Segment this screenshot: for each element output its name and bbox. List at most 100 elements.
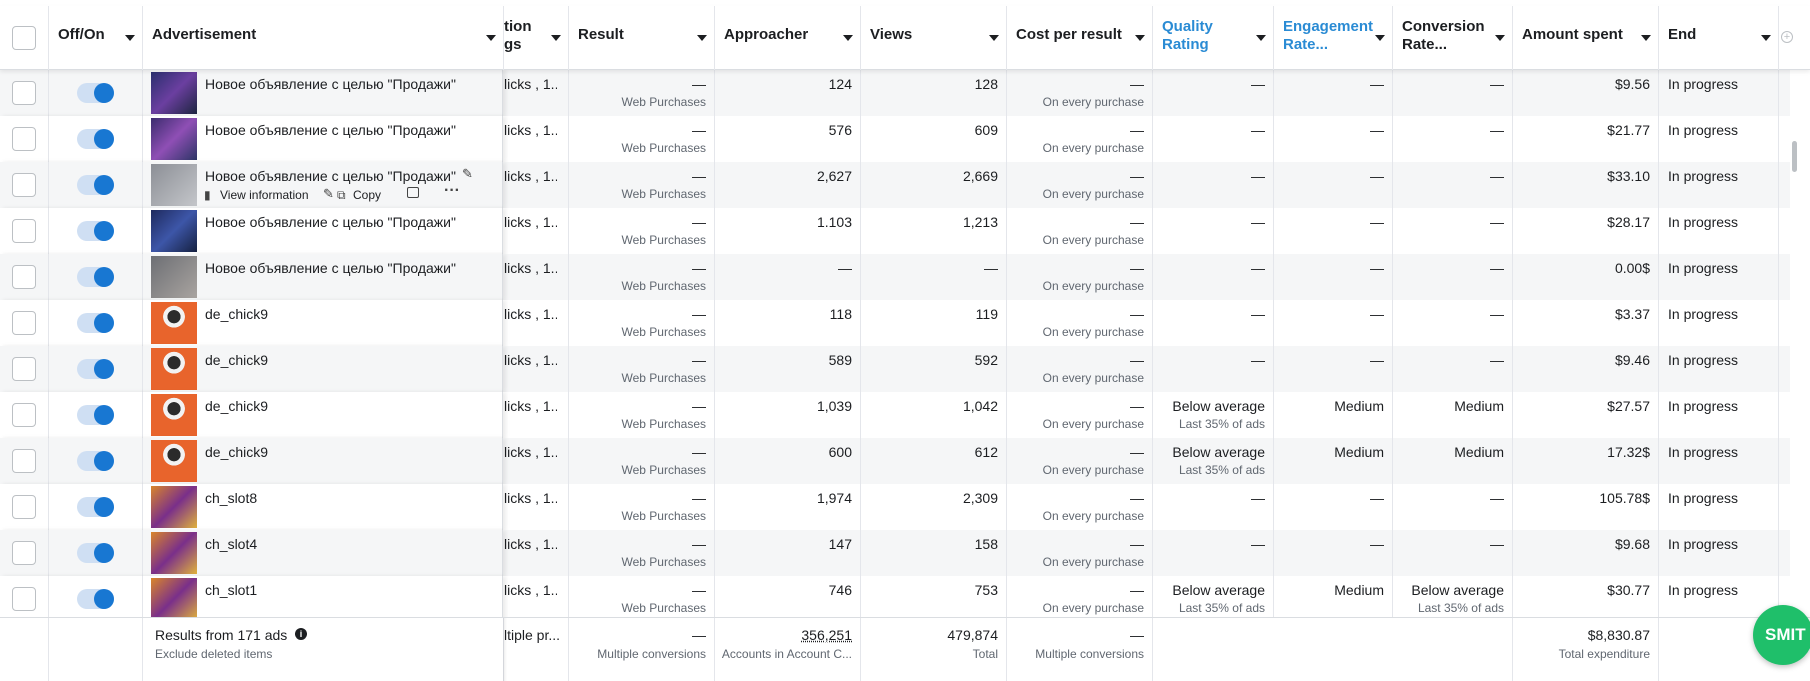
toggle[interactable] bbox=[77, 497, 114, 517]
sort-arrow[interactable] bbox=[1761, 35, 1771, 41]
toggle[interactable] bbox=[77, 83, 114, 103]
column-header[interactable]: Quality Rating bbox=[1162, 18, 1213, 53]
cell-text: — bbox=[1130, 490, 1144, 506]
ad-name[interactable]: de_chick9 bbox=[205, 444, 269, 460]
column-divider bbox=[568, 530, 569, 576]
toggle[interactable] bbox=[77, 451, 114, 471]
column-header[interactable]: Approacher bbox=[724, 26, 809, 43]
column-divider bbox=[1152, 208, 1153, 254]
column-header[interactable]: Result bbox=[578, 26, 624, 43]
ad-name[interactable]: ch_slot8 bbox=[205, 490, 258, 506]
sort-arrow[interactable] bbox=[843, 35, 853, 41]
toggle[interactable] bbox=[77, 405, 114, 425]
column-header[interactable]: Off/On bbox=[58, 26, 105, 43]
column-header[interactable]: Conversion Rate... bbox=[1402, 18, 1485, 53]
column-header[interactable]: Advertisement bbox=[152, 26, 257, 43]
column-header[interactable]: tion bbox=[504, 18, 532, 35]
ad-thumbnail bbox=[151, 348, 197, 390]
sort-arrow[interactable] bbox=[486, 35, 496, 41]
sort-arrow[interactable] bbox=[1495, 35, 1505, 41]
row-checkbox[interactable] bbox=[12, 495, 36, 519]
cell-text: — bbox=[1130, 214, 1144, 230]
smit-badge[interactable]: SMIT bbox=[1753, 605, 1810, 665]
cell-subtext: Web Purchases bbox=[621, 555, 707, 569]
row-checkbox[interactable] bbox=[12, 173, 36, 197]
cell-text: Medium bbox=[1334, 398, 1384, 414]
column-header[interactable]: Cost per result bbox=[1016, 26, 1122, 43]
sort-arrow[interactable] bbox=[697, 35, 707, 41]
ad-name[interactable]: de_chick9 bbox=[205, 352, 269, 368]
row-checkbox[interactable] bbox=[12, 311, 36, 335]
row-checkbox[interactable] bbox=[12, 403, 36, 427]
column-divider bbox=[1006, 484, 1007, 530]
column-divider bbox=[1512, 254, 1513, 300]
toggle[interactable] bbox=[77, 221, 114, 241]
ad-name[interactable]: Новое объявление с целью "Продажи" bbox=[205, 214, 456, 230]
toggle[interactable] bbox=[77, 589, 114, 609]
column-divider bbox=[1658, 162, 1659, 208]
column-header[interactable]: Amount spent bbox=[1522, 26, 1623, 43]
column-divider bbox=[1006, 162, 1007, 208]
row-checkbox[interactable] bbox=[12, 587, 36, 611]
ad-name[interactable]: Новое объявление с целью "Продажи" bbox=[205, 260, 456, 276]
row-checkbox[interactable] bbox=[12, 449, 36, 473]
add-column-icon[interactable]: + bbox=[1781, 31, 1793, 43]
column-header[interactable]: End bbox=[1668, 26, 1697, 43]
row-checkbox[interactable] bbox=[12, 127, 36, 151]
ad-name[interactable]: Новое объявление с целью "Продажи" bbox=[205, 168, 456, 184]
toggle[interactable] bbox=[77, 129, 114, 149]
ad-name[interactable]: ch_slot1 bbox=[205, 582, 258, 598]
column-divider bbox=[1392, 70, 1393, 116]
sort-arrow[interactable] bbox=[125, 35, 135, 41]
cell-text: — bbox=[1490, 122, 1504, 138]
sort-arrow[interactable] bbox=[1641, 35, 1651, 41]
toggle[interactable] bbox=[77, 313, 114, 333]
row-checkbox[interactable] bbox=[12, 265, 36, 289]
column-header[interactable]: Engagement Rate... bbox=[1283, 18, 1374, 53]
cell-subtext: Web Purchases bbox=[621, 371, 707, 385]
ad-thumbnail bbox=[151, 210, 197, 252]
action-link[interactable]: View information bbox=[220, 188, 309, 202]
sort-arrow[interactable] bbox=[551, 35, 561, 41]
row-checkbox[interactable] bbox=[12, 357, 36, 381]
cell-text: — bbox=[1370, 306, 1384, 322]
action-link[interactable]: Copy bbox=[353, 188, 382, 202]
frozen-cells: Новое объявление с целью "Продажи" bbox=[0, 70, 503, 116]
column-divider bbox=[1152, 70, 1153, 116]
column-divider bbox=[1778, 70, 1779, 116]
row-checkbox[interactable] bbox=[12, 219, 36, 243]
row-checkbox[interactable] bbox=[12, 541, 36, 565]
toggle[interactable] bbox=[77, 267, 114, 287]
cell-text: 1,213 bbox=[962, 214, 998, 230]
column-divider bbox=[1658, 254, 1659, 300]
column-divider bbox=[714, 6, 715, 70]
cell-text: In progress bbox=[1668, 260, 1739, 276]
ad-name[interactable]: ch_slot4 bbox=[205, 536, 258, 552]
column-header[interactable]: gs bbox=[504, 36, 522, 53]
footer-subtext: Multiple conversions bbox=[597, 647, 706, 661]
sort-arrow[interactable] bbox=[1256, 35, 1266, 41]
info-icon[interactable]: i bbox=[295, 628, 307, 640]
row-checkbox[interactable] bbox=[12, 81, 36, 105]
cell-text: — bbox=[692, 214, 706, 230]
ad-name[interactable]: de_chick9 bbox=[205, 306, 269, 322]
column-divider bbox=[1273, 162, 1274, 208]
cell-subtext: Web Purchases bbox=[621, 463, 707, 477]
ad-name[interactable]: Новое объявление с целью "Продажи" bbox=[205, 122, 456, 138]
toggle[interactable] bbox=[77, 175, 114, 195]
ad-name[interactable]: Новое объявление с целью "Продажи" bbox=[205, 76, 456, 92]
toggle[interactable] bbox=[77, 543, 114, 563]
cell-text: — bbox=[1251, 352, 1265, 368]
column-header[interactable]: Views bbox=[870, 26, 913, 43]
cell-text: 592 bbox=[974, 352, 998, 368]
toggle[interactable] bbox=[77, 359, 114, 379]
sort-arrow[interactable] bbox=[1375, 35, 1385, 41]
sort-arrow[interactable] bbox=[1135, 35, 1145, 41]
column-divider bbox=[1006, 346, 1007, 392]
select-all-checkbox[interactable] bbox=[12, 26, 36, 50]
sort-arrow[interactable] bbox=[989, 35, 999, 41]
ad-thumbnail bbox=[151, 394, 197, 436]
column-divider bbox=[1152, 438, 1153, 484]
ad-name[interactable]: de_chick9 bbox=[205, 398, 269, 414]
column-divider bbox=[1778, 484, 1779, 530]
